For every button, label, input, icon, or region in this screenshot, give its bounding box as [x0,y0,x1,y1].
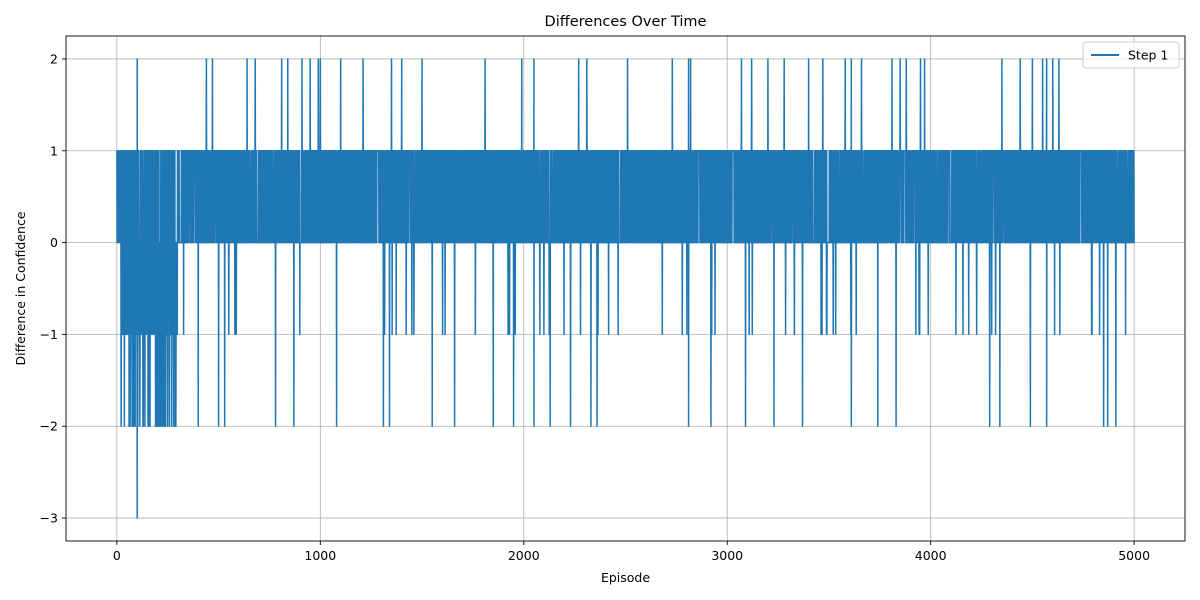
y-tick-label-0: −3 [40,511,58,526]
legend-box [1082,41,1180,69]
series-step-1 [116,58,1135,519]
legend-label-step-1: Step 1 [1128,48,1168,63]
plot-area [66,36,1185,541]
chart-title: Differences Over Time [545,14,707,30]
axes-frame [65,35,1186,542]
y-tick-label-2: −1 [40,327,58,342]
series-line-step-1 [116,58,1135,519]
x-axis-label: Episode [601,570,650,585]
x-tick-label-1: 1000 [304,548,336,563]
y-tick-label-1: −2 [40,419,58,434]
x-tick-label-4: 4000 [915,548,947,563]
x-tick-label-0: 0 [113,548,121,563]
y-tick-label-3: 0 [50,235,58,250]
axes: 0 1000 2000 3000 4000 5000 −3 −2 −1 0 1 2 [40,35,1186,563]
x-tick-label-3: 3000 [711,548,743,563]
y-axis-label: Difference in Confidence [13,211,28,365]
y-tick-label-4: 1 [50,143,58,158]
y-tick-label-5: 2 [50,51,58,66]
x-tick-label-2: 2000 [508,548,540,563]
legend: Step 1 [1082,41,1180,69]
x-tick-label-5: 5000 [1118,548,1150,563]
